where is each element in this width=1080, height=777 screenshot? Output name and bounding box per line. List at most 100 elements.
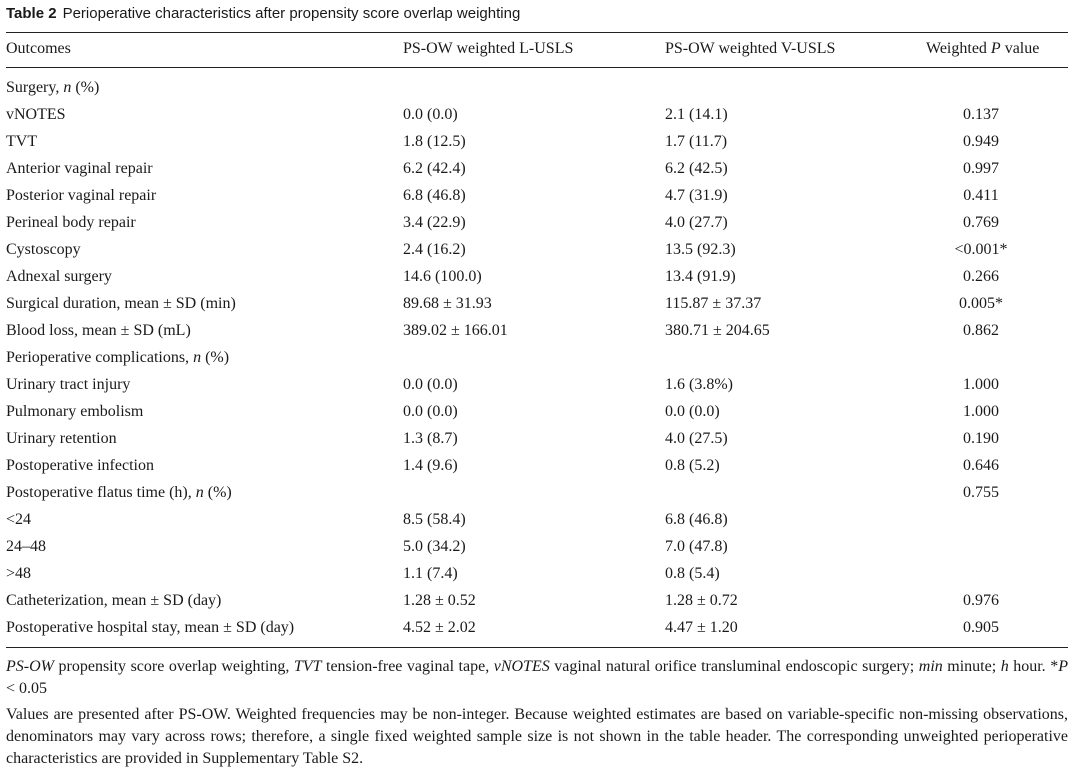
- table-row: <24 8.5 (58.4) 6.8 (46.8): [6, 506, 1068, 533]
- row-p-value: 0.190: [963, 430, 999, 447]
- abbr-term: h: [1000, 658, 1009, 675]
- row-outcome: Urinary retention: [6, 430, 117, 447]
- row-l-usls: 6.2 (42.4): [403, 160, 466, 177]
- abbr-definition: minute;: [942, 658, 1001, 675]
- row-p-value: 0.997: [963, 160, 999, 177]
- table-row: Perineal body repair 3.4 (22.9) 4.0 (27.7)…: [6, 209, 1068, 236]
- row-p-value: 0.905: [963, 619, 999, 636]
- table-row: >48 1.1 (7.4) 0.8 (5.4): [6, 560, 1068, 587]
- row-l-usls: 8.5 (58.4): [403, 511, 466, 528]
- row-l-usls: 389.02 ± 166.01: [403, 322, 508, 339]
- table-row: Cystoscopy 2.4 (16.2) 13.5 (92.3) <0.001*: [6, 236, 1068, 263]
- abbr-term: P: [1058, 658, 1068, 675]
- row-outcome: Catheterization, mean ± SD (day): [6, 592, 222, 609]
- table-row: TVT 1.8 (12.5) 1.7 (11.7) 0.949: [6, 128, 1068, 155]
- row-outcome: <24: [6, 511, 32, 528]
- row-l-usls: 6.8 (46.8): [403, 187, 466, 204]
- row-l-usls: 3.4 (22.9): [403, 214, 466, 231]
- row-l-usls: 5.0 (34.2): [403, 538, 466, 555]
- row-l-usls: 1.28 ± 0.52: [403, 592, 476, 609]
- row-v-usls: 0.8 (5.4): [665, 565, 720, 582]
- table-row: Urinary retention 1.3 (8.7) 4.0 (27.5) 0.19…: [6, 425, 1068, 452]
- table-row: Pulmonary embolism 0.0 (0.0) 0.0 (0.0) 1.00…: [6, 398, 1068, 425]
- table-row: Surgical duration, mean ± SD (min) 89.68 …: [6, 290, 1068, 317]
- header-rule: [6, 67, 1068, 68]
- row-p-value: 0.411: [963, 187, 999, 204]
- row-outcome: Postoperative infection: [6, 457, 154, 474]
- row-l-usls: 4.52 ± 2.02: [403, 619, 476, 636]
- row-l-usls: 1.3 (8.7): [403, 430, 458, 447]
- row-outcome: Surgical duration, mean ± SD (min): [6, 295, 236, 312]
- abbr-definition: < 0.05: [6, 680, 48, 697]
- header-outcomes: Outcomes: [6, 40, 71, 57]
- table-row: Postoperative infection 1.4 (9.6) 0.8 (5.2…: [6, 452, 1068, 479]
- row-p-value: 0.755: [963, 484, 999, 501]
- table-row: Urinary tract injury 0.0 (0.0) 1.6 (3.8%) 1…: [6, 371, 1068, 398]
- row-outcome: Adnexal surgery: [6, 268, 112, 285]
- table-row: Catheterization, mean ± SD (day) 1.28 ± 0…: [6, 587, 1068, 614]
- row-p-value: 0.976: [963, 592, 999, 609]
- row-l-usls: 2.4 (16.2): [403, 241, 466, 258]
- row-l-usls: 0.0 (0.0): [403, 376, 458, 393]
- row-outcome: Surgery, n (%): [6, 79, 100, 96]
- abbr-definition: propensity score overlap weighting,: [53, 658, 294, 675]
- table-row: Postoperative hospital stay, mean ± SD (…: [6, 614, 1068, 641]
- row-l-usls: 1.1 (7.4): [403, 565, 458, 582]
- row-outcome: Cystoscopy: [6, 241, 81, 258]
- row-p-value: 0.266: [963, 268, 999, 285]
- row-v-usls: 4.0 (27.5): [665, 430, 728, 447]
- abbr-term: TVT: [293, 658, 322, 675]
- row-outcome: Perioperative complications, n (%): [6, 349, 230, 366]
- row-p-value: 0.137: [963, 106, 999, 123]
- row-v-usls: 6.2 (42.5): [665, 160, 728, 177]
- row-l-usls: 89.68 ± 31.93: [403, 295, 492, 312]
- abbr-term: vNOTES: [493, 658, 550, 675]
- table-row: 24–48 5.0 (34.2) 7.0 (47.8): [6, 533, 1068, 560]
- table-footnotes: PS-OW propensity score overlap weighting…: [6, 656, 1068, 770]
- row-outcome: >48: [6, 565, 32, 582]
- abbr-definition: tension-free vaginal tape,: [321, 658, 494, 675]
- row-p-value: 1.000: [963, 376, 999, 393]
- header-l-usls: PS-OW weighted L-USLS: [403, 40, 574, 57]
- abbr-definition: vaginal natural orifice transluminal end…: [549, 658, 919, 675]
- row-v-usls: 1.7 (11.7): [665, 133, 728, 150]
- row-v-usls: 1.28 ± 0.72: [665, 592, 738, 609]
- row-p-value: 0.005*: [959, 295, 1003, 312]
- table-container: Table 2 Perioperative characteristics aft…: [6, 0, 1068, 774]
- row-v-usls: 6.8 (46.8): [665, 511, 728, 528]
- row-p-value: 1.000: [963, 403, 999, 420]
- table-row: Perioperative complications, n (%): [6, 344, 1068, 371]
- row-outcome: Urinary tract injury: [6, 376, 131, 393]
- row-outcome: Anterior vaginal repair: [6, 160, 153, 177]
- row-outcome: Postoperative flatus time (h), n (%): [6, 484, 232, 501]
- row-p-value: 0.862: [963, 322, 999, 339]
- row-l-usls: 1.8 (12.5): [403, 133, 466, 150]
- row-outcome: TVT: [6, 133, 38, 150]
- row-outcome: Blood loss, mean ± SD (mL): [6, 322, 191, 339]
- row-v-usls: 4.7 (31.9): [665, 187, 728, 204]
- table-row: Anterior vaginal repair 6.2 (42.4) 6.2 (42…: [6, 155, 1068, 182]
- table-label: Table 2: [6, 5, 57, 22]
- table-row: Surgery, n (%): [6, 74, 1068, 101]
- table-header: Outcomes PS-OW weighted L-USLS PS-OW wei…: [6, 33, 1068, 67]
- table-body: Surgery, n (%) vNOTES 0.0 (0.0) 2.1 (14.1) 0…: [6, 68, 1068, 647]
- top-rule: [6, 32, 1068, 33]
- abbr-definition: hour. *: [1008, 658, 1059, 675]
- abbr-term: min: [918, 658, 943, 675]
- row-v-usls: 4.0 (27.7): [665, 214, 728, 231]
- row-l-usls: 0.0 (0.0): [403, 106, 458, 123]
- row-l-usls: 14.6 (100.0): [403, 268, 482, 285]
- row-outcome: Posterior vaginal repair: [6, 187, 157, 204]
- row-outcome: Postoperative hospital stay, mean ± SD (…: [6, 619, 295, 636]
- row-v-usls: 0.0 (0.0): [665, 403, 720, 420]
- row-v-usls: 0.8 (5.2): [665, 457, 720, 474]
- row-outcome: 24–48: [6, 538, 46, 555]
- table-caption: Table 2 Perioperative characteristics aft…: [6, 3, 1068, 25]
- row-p-value: <0.001*: [954, 241, 1008, 258]
- row-outcome: vNOTES: [6, 106, 66, 123]
- row-v-usls: 13.4 (91.9): [665, 268, 736, 285]
- row-l-usls: 1.4 (9.6): [403, 457, 458, 474]
- table-title: Perioperative characteristics after prop…: [62, 5, 521, 22]
- row-p-value: 0.769: [963, 214, 999, 231]
- row-v-usls: 13.5 (92.3): [665, 241, 736, 258]
